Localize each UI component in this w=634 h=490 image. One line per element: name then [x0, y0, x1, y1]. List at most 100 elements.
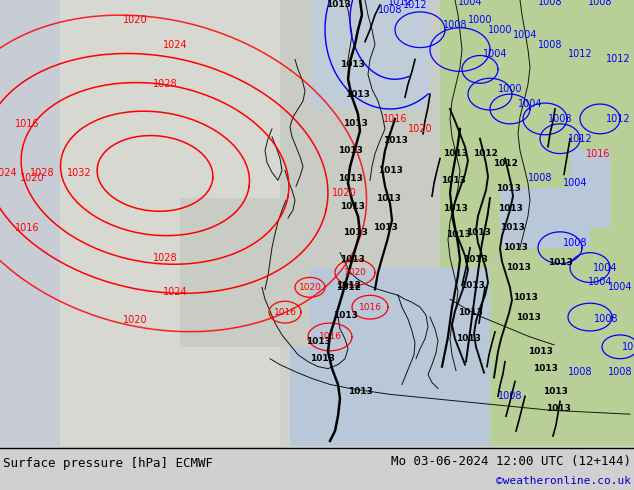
- Text: 1013: 1013: [512, 293, 538, 302]
- Text: 1012: 1012: [605, 114, 630, 124]
- Text: 1013: 1013: [498, 203, 522, 213]
- FancyBboxPatch shape: [570, 148, 610, 228]
- Text: 1020: 1020: [408, 124, 432, 134]
- FancyBboxPatch shape: [290, 268, 490, 446]
- Text: 1013: 1013: [533, 364, 557, 373]
- Text: 1013: 1013: [342, 228, 368, 237]
- Text: 1000: 1000: [498, 84, 522, 94]
- Text: 1013: 1013: [505, 263, 531, 272]
- Text: 1008: 1008: [594, 314, 618, 324]
- Text: ©weatheronline.co.uk: ©weatheronline.co.uk: [496, 476, 631, 486]
- Text: 1013: 1013: [503, 243, 527, 252]
- Text: 1004: 1004: [563, 178, 587, 188]
- Text: 1012: 1012: [403, 0, 427, 10]
- Text: 1008: 1008: [443, 20, 467, 30]
- Text: 1013: 1013: [458, 308, 482, 317]
- Text: 1013: 1013: [306, 337, 330, 346]
- Text: 1013: 1013: [443, 149, 467, 158]
- FancyBboxPatch shape: [420, 0, 634, 446]
- FancyBboxPatch shape: [350, 0, 634, 248]
- Text: 1013: 1013: [546, 404, 571, 413]
- Text: 1016: 1016: [586, 148, 611, 159]
- Text: 1013: 1013: [441, 176, 465, 185]
- Text: 1020: 1020: [123, 315, 147, 325]
- Bar: [0, 0, 280, 446]
- Text: 1016: 1016: [358, 303, 382, 312]
- Text: 1013: 1013: [337, 146, 363, 155]
- Text: 1016: 1016: [273, 308, 297, 317]
- Text: 1008: 1008: [527, 173, 552, 183]
- Text: 1013: 1013: [375, 194, 401, 203]
- Text: 1013: 1013: [465, 228, 491, 237]
- Text: 1004: 1004: [588, 277, 612, 288]
- FancyBboxPatch shape: [500, 188, 590, 248]
- Text: 1008: 1008: [568, 367, 592, 377]
- Text: 1016: 1016: [15, 223, 39, 233]
- Text: 1008: 1008: [622, 342, 634, 352]
- Text: Mo 03-06-2024 12:00 UTC (12+144): Mo 03-06-2024 12:00 UTC (12+144): [391, 455, 631, 468]
- Text: 1013: 1013: [463, 255, 488, 264]
- Text: 1004: 1004: [513, 30, 537, 40]
- Text: 1020: 1020: [20, 173, 44, 183]
- Text: 1013: 1013: [456, 334, 481, 343]
- Text: 1013: 1013: [342, 120, 368, 128]
- Text: 1013: 1013: [443, 203, 467, 213]
- Text: 1012: 1012: [387, 0, 412, 7]
- Text: 1024: 1024: [163, 287, 187, 297]
- Text: 1013: 1013: [382, 136, 408, 145]
- Text: 1004: 1004: [482, 49, 507, 59]
- Text: 1013: 1013: [496, 184, 521, 193]
- Text: 1016: 1016: [318, 332, 342, 342]
- Text: 1020: 1020: [344, 268, 366, 277]
- Text: 1008: 1008: [608, 367, 632, 377]
- Text: 1000: 1000: [468, 15, 492, 25]
- Text: 1013: 1013: [347, 387, 372, 396]
- Text: 1012: 1012: [567, 134, 592, 144]
- Text: 1013: 1013: [326, 0, 351, 9]
- Text: 1024: 1024: [0, 169, 18, 178]
- Text: 1032: 1032: [67, 169, 92, 178]
- Text: 1012: 1012: [493, 159, 517, 168]
- Text: 1008: 1008: [538, 40, 562, 49]
- Text: 1012: 1012: [472, 149, 498, 158]
- Text: 1013: 1013: [340, 60, 365, 69]
- Text: 1012: 1012: [567, 49, 592, 59]
- Text: 1012: 1012: [605, 54, 630, 65]
- Text: 1004: 1004: [458, 0, 482, 7]
- FancyBboxPatch shape: [180, 198, 310, 347]
- Text: 1013: 1013: [446, 230, 470, 239]
- Text: 1016: 1016: [383, 114, 407, 124]
- Text: 1013: 1013: [548, 258, 573, 267]
- Text: 1013: 1013: [460, 281, 484, 290]
- Text: 1004: 1004: [608, 282, 632, 293]
- Text: 1004: 1004: [593, 263, 618, 272]
- FancyBboxPatch shape: [310, 0, 430, 109]
- Text: 1013: 1013: [333, 311, 358, 319]
- Text: 1013: 1013: [337, 174, 363, 183]
- Bar: [0, 0, 60, 446]
- Text: Surface pressure [hPa] ECMWF: Surface pressure [hPa] ECMWF: [3, 457, 213, 470]
- Text: 1013: 1013: [340, 201, 365, 211]
- Text: 1008: 1008: [588, 0, 612, 7]
- Text: 1020: 1020: [299, 283, 321, 292]
- Text: 1028: 1028: [153, 79, 178, 89]
- Text: 1013: 1013: [543, 387, 567, 396]
- Text: 1012: 1012: [335, 281, 361, 290]
- Text: 1028: 1028: [153, 253, 178, 263]
- Text: 1020: 1020: [332, 188, 356, 198]
- Text: 1028: 1028: [30, 169, 55, 178]
- Text: 1024: 1024: [163, 40, 187, 49]
- Text: 1013: 1013: [527, 347, 552, 356]
- Text: 1008: 1008: [538, 0, 562, 7]
- Text: 1008: 1008: [548, 114, 573, 124]
- Text: 1013: 1013: [378, 166, 403, 175]
- Text: 1013: 1013: [373, 223, 398, 232]
- Text: 1000: 1000: [488, 24, 512, 35]
- Text: 1008: 1008: [378, 5, 402, 15]
- Text: 1020: 1020: [123, 15, 147, 25]
- Text: 1008: 1008: [498, 392, 522, 401]
- Text: 1008: 1008: [563, 238, 587, 248]
- Text: 1013: 1013: [500, 223, 524, 232]
- Text: 1013: 1013: [309, 354, 335, 363]
- Text: 1013: 1013: [344, 90, 370, 98]
